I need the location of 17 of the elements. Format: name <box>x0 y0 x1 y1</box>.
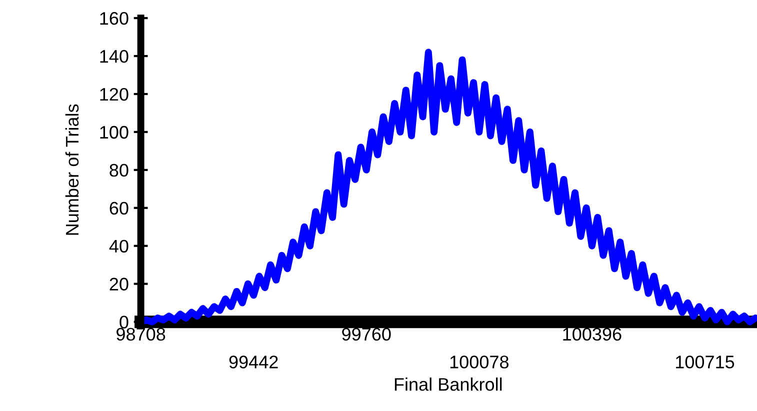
y-tick-label: 80 <box>110 164 128 177</box>
x-tick-label: 100078 <box>450 356 509 368</box>
y-tick-label: 160 <box>100 12 128 25</box>
x-tick-label: 98708 <box>116 328 166 341</box>
y-tick-label: 120 <box>100 88 128 101</box>
x-tick-label: 99442 <box>229 356 278 368</box>
y-tick-label: 140 <box>100 50 128 63</box>
x-tick-label: 99760 <box>342 328 391 341</box>
y-axis-title: Number of Trials <box>65 104 79 235</box>
y-tick-label: 100 <box>100 126 128 139</box>
y-tick-label: 40 <box>109 240 128 253</box>
y-tick-label: 0 <box>120 316 128 329</box>
x-tick-label: 100396 <box>563 328 622 341</box>
y-tick-label: 20 <box>110 278 128 291</box>
x-axis-title: Final Bankroll <box>394 378 502 391</box>
x-tick-label: 100715 <box>676 356 734 368</box>
y-tick-label: 60 <box>110 202 128 215</box>
